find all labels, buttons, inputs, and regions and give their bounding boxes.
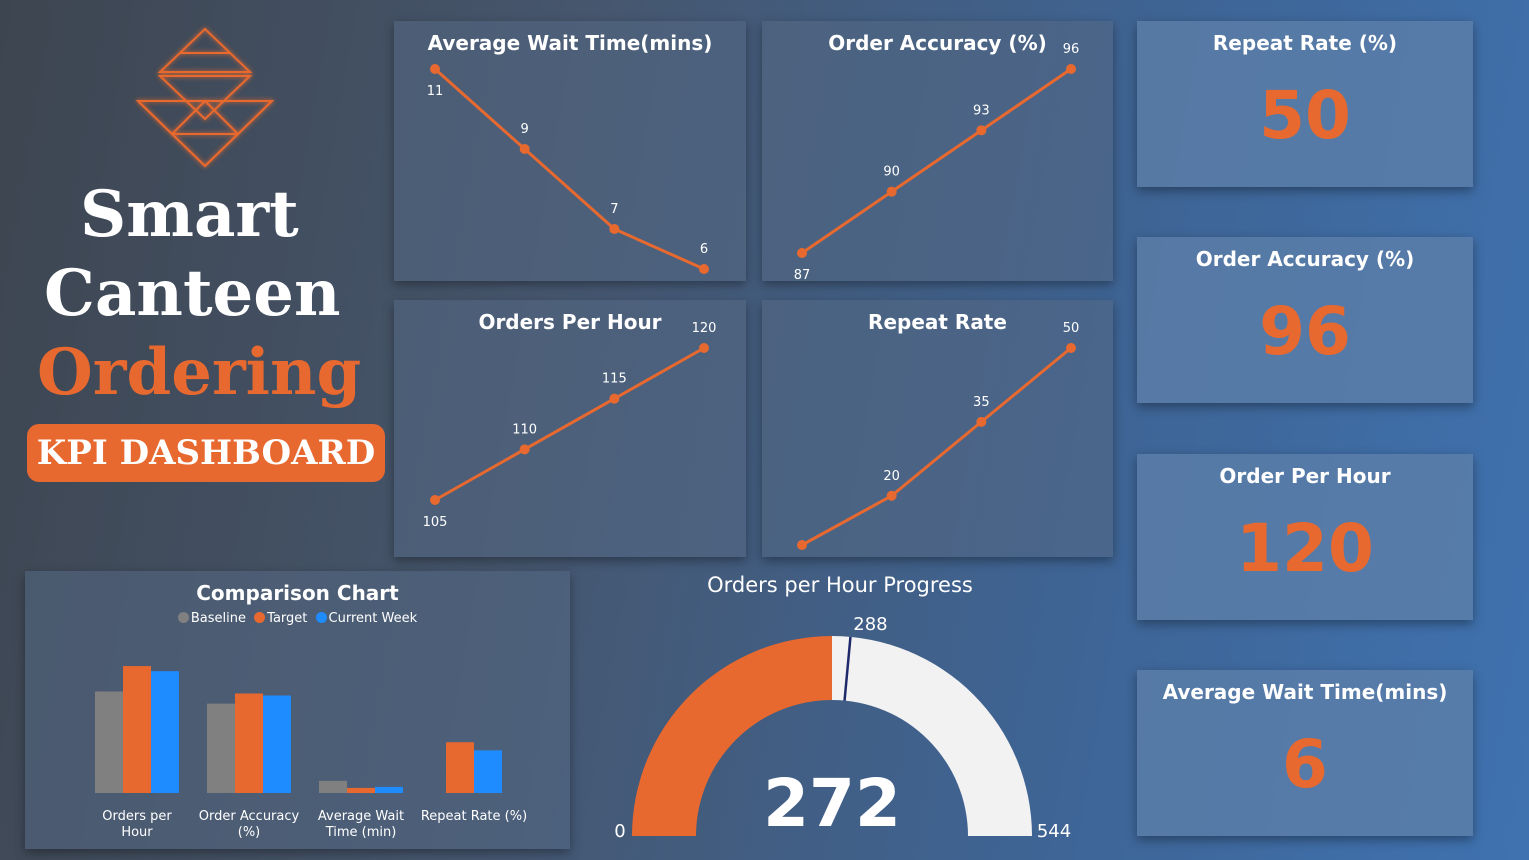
line-chart-svg: 11 9 7 6 bbox=[394, 21, 746, 281]
kpi-card-repeat-rate: Repeat Rate (%) 50 bbox=[1137, 21, 1473, 187]
bar-current-week bbox=[151, 671, 179, 793]
data-label: 96 bbox=[1063, 42, 1080, 57]
gauge-title: Orders per Hour Progress bbox=[590, 573, 1090, 597]
data-label: 7 bbox=[610, 202, 618, 217]
title-line-smart: Smart bbox=[80, 183, 299, 247]
data-label: 11 bbox=[427, 84, 444, 99]
data-label: 115 bbox=[602, 372, 627, 387]
line-chart-order-accuracy: Order Accuracy (%) 87 90 93 96 bbox=[762, 21, 1113, 281]
legend-swatch bbox=[178, 612, 189, 623]
kpi-dashboard-badge: KPI DASHBOARD bbox=[27, 424, 385, 482]
data-point bbox=[699, 264, 709, 274]
data-point bbox=[609, 224, 619, 234]
data-label: 87 bbox=[794, 268, 811, 281]
series-line bbox=[802, 69, 1071, 253]
kpi-value: 96 bbox=[1137, 299, 1473, 365]
gauge-min-label: 0 bbox=[614, 821, 625, 842]
data-label: 50 bbox=[1063, 321, 1080, 336]
data-label: 110 bbox=[512, 422, 537, 437]
data-point bbox=[430, 64, 440, 74]
title-line-ordering: Ordering bbox=[37, 341, 361, 405]
data-point bbox=[520, 444, 530, 454]
category-label: Time (min) bbox=[325, 825, 397, 840]
data-point bbox=[699, 343, 709, 353]
title-line-canteen: Canteen bbox=[44, 262, 340, 326]
data-label: 20 bbox=[883, 469, 900, 484]
gauge-max-label: 544 bbox=[1037, 821, 1071, 842]
category-label: Average Wait bbox=[318, 809, 404, 824]
line-chart-wait-time: Average Wait Time(mins) 11 9 7 6 bbox=[394, 21, 746, 281]
legend-label: Current Week bbox=[329, 611, 418, 626]
bar-target bbox=[235, 693, 263, 793]
data-point bbox=[1066, 64, 1076, 74]
gauge-target-label: 288 bbox=[853, 614, 887, 635]
line-chart-svg: 105 110 115 120 bbox=[394, 300, 746, 557]
kpi-value: 120 bbox=[1137, 516, 1473, 582]
line-chart-orders-per-hour: Orders Per Hour 105 110 115 120 bbox=[394, 300, 746, 557]
series-line bbox=[802, 348, 1071, 545]
line-chart-svg: 10203550 bbox=[762, 300, 1113, 557]
data-label: 90 bbox=[883, 165, 900, 180]
gauge-target-marker bbox=[845, 637, 851, 701]
data-point bbox=[976, 125, 986, 135]
bar-target bbox=[123, 666, 151, 793]
gauge-remaining-arc bbox=[832, 636, 1032, 836]
data-point bbox=[430, 495, 440, 505]
data-label: 93 bbox=[973, 103, 990, 118]
category-label: Hour bbox=[121, 825, 153, 840]
bar-target bbox=[347, 788, 375, 793]
data-point bbox=[887, 187, 897, 197]
legend-label: Baseline bbox=[191, 611, 246, 626]
data-label: 9 bbox=[521, 122, 529, 137]
category-label: Order Accuracy bbox=[199, 809, 300, 824]
line-chart-repeat-rate: Repeat Rate 10203550 bbox=[762, 300, 1113, 557]
legend-item-baseline: Baseline bbox=[178, 611, 246, 626]
kpi-label: Order Per Hour bbox=[1137, 464, 1473, 488]
category-label: Orders per bbox=[102, 809, 172, 824]
kpi-value: 6 bbox=[1137, 732, 1473, 798]
category-label: Repeat Rate (%) bbox=[421, 809, 527, 824]
bar-current-week bbox=[375, 787, 403, 793]
series-line bbox=[435, 348, 704, 500]
data-label: 120 bbox=[692, 321, 717, 336]
data-point bbox=[976, 417, 986, 427]
kpi-label: Repeat Rate (%) bbox=[1137, 31, 1473, 55]
data-point bbox=[1066, 343, 1076, 353]
series-line bbox=[435, 69, 704, 269]
legend-label: Target bbox=[267, 611, 307, 626]
bar-baseline bbox=[95, 691, 123, 793]
data-point bbox=[797, 248, 807, 258]
data-point bbox=[797, 540, 807, 550]
category-label: (%) bbox=[238, 825, 261, 840]
data-point bbox=[609, 394, 619, 404]
data-label: 6 bbox=[700, 242, 708, 257]
legend-item-current-week: Current Week bbox=[316, 611, 418, 626]
gauge-value-label: 272 bbox=[763, 765, 901, 842]
kpi-label: Average Wait Time(mins) bbox=[1137, 680, 1473, 704]
gauge-value-arc bbox=[632, 636, 832, 836]
bar-current-week bbox=[474, 750, 502, 793]
legend-swatch bbox=[316, 612, 327, 623]
data-point bbox=[887, 491, 897, 501]
bar-baseline bbox=[319, 781, 347, 793]
logo-icon bbox=[132, 24, 282, 174]
bar-current-week bbox=[263, 696, 291, 793]
comparison-legend: Baseline Target Current Week bbox=[25, 611, 570, 626]
kpi-value: 50 bbox=[1137, 83, 1473, 149]
bar-target bbox=[446, 742, 474, 793]
data-label: 105 bbox=[423, 515, 448, 530]
data-label: 35 bbox=[973, 395, 990, 410]
kpi-label: Order Accuracy (%) bbox=[1137, 247, 1473, 271]
legend-swatch bbox=[254, 612, 265, 623]
kpi-card-order-per-hour: Order Per Hour 120 bbox=[1137, 454, 1473, 620]
line-chart-svg: 87 90 93 96 bbox=[762, 21, 1113, 281]
bar-baseline bbox=[207, 704, 235, 793]
kpi-card-order-accuracy: Order Accuracy (%) 96 bbox=[1137, 237, 1473, 403]
legend-item-target: Target bbox=[254, 611, 307, 626]
data-point bbox=[520, 144, 530, 154]
kpi-card-average-wait-time: Average Wait Time(mins) 6 bbox=[1137, 670, 1473, 836]
